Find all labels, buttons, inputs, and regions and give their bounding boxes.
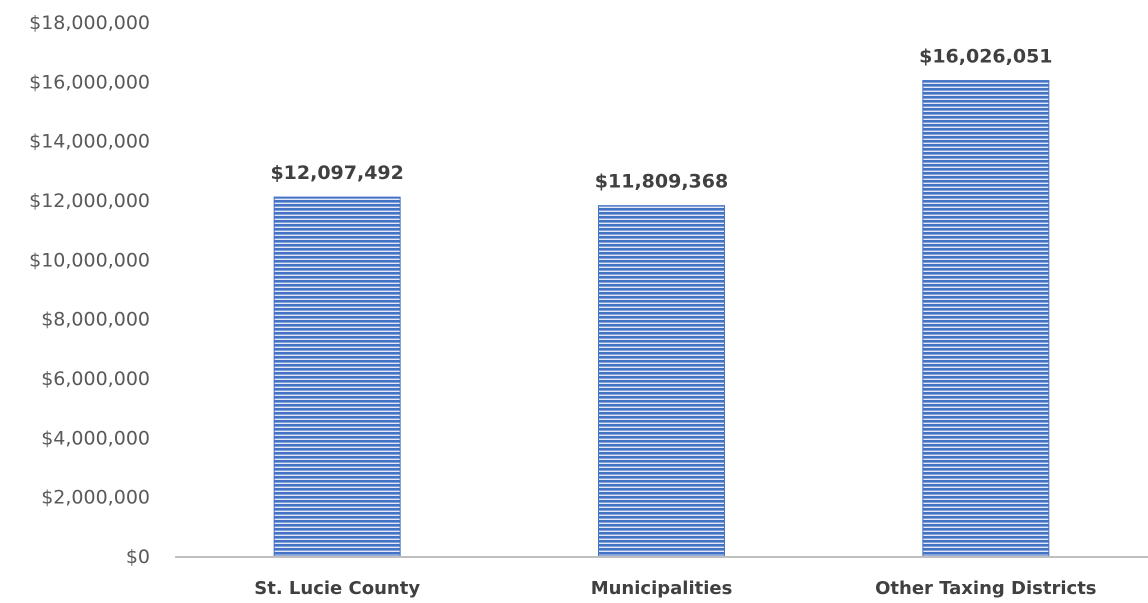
y-tick-label: $8,000,000 [41, 309, 150, 331]
y-tick-label: $4,000,000 [41, 427, 150, 449]
y-tick-label: $10,000,000 [29, 249, 150, 271]
bar-data-label: $16,026,051 [919, 46, 1052, 68]
category-labels-group: St. Lucie County Municipalities Other Taxi… [254, 578, 1096, 599]
bar [598, 205, 725, 557]
bars-group [273, 80, 1050, 557]
y-tick-label: $6,000,000 [41, 368, 150, 390]
bar-data-label: $12,097,492 [270, 162, 403, 184]
y-tick-label: $18,000,000 [29, 12, 150, 34]
bar [273, 196, 401, 557]
y-tick-label: $2,000,000 [41, 487, 150, 509]
data-labels-group: $12,097,492 $11,809,368 $16,026,051 [270, 46, 1052, 193]
y-tick-label: $14,000,000 [29, 131, 150, 153]
y-tick-label: $12,000,000 [29, 190, 150, 212]
x-category-label: St. Lucie County [254, 578, 420, 599]
y-axis-tick-labels: $0 $2,000,000 $4,000,000 $6,000,000 $8,000,0… [29, 12, 150, 568]
x-category-label: Other Taxing Districts [875, 578, 1096, 599]
bar-data-label: $11,809,368 [595, 171, 728, 193]
y-tick-label: $0 [126, 546, 150, 568]
y-tick-label: $16,000,000 [29, 71, 150, 93]
bar [922, 80, 1050, 557]
x-category-label: Municipalities [591, 578, 733, 599]
